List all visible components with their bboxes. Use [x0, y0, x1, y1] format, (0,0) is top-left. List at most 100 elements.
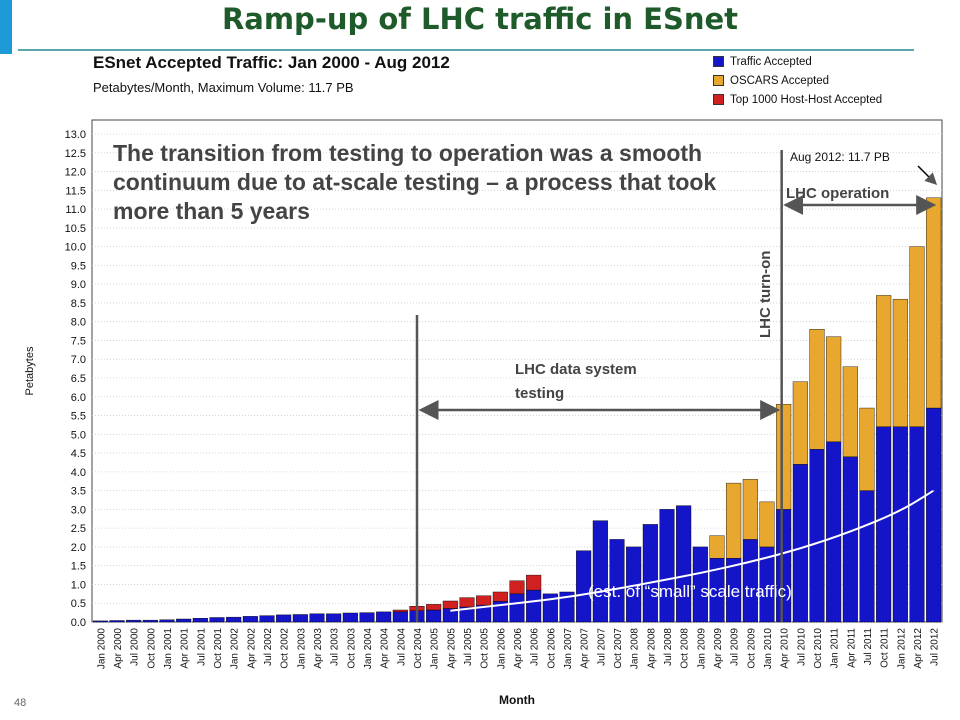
bar-traffic	[742, 539, 758, 623]
slide-title: Ramp-up of LHC traffic in ESnet	[221, 2, 739, 36]
y-tick-label: 5.0	[71, 429, 86, 441]
x-tick-label: Oct 2010	[813, 628, 824, 669]
x-tick-label: Jan 2006	[496, 628, 507, 670]
bar-traffic	[592, 520, 608, 623]
x-tick-label: Apr 2005	[446, 628, 457, 669]
bar-traffic	[826, 441, 842, 623]
bar-oscars	[776, 404, 792, 510]
bar-oscars	[709, 535, 725, 559]
x-axis-label: Month	[499, 693, 535, 707]
bar-traffic	[676, 505, 692, 623]
y-tick-label: 4.5	[71, 448, 86, 460]
bar-host	[526, 574, 542, 591]
bar-traffic	[292, 614, 308, 623]
bar-host	[492, 591, 508, 602]
x-tick-label: Apr 2003	[313, 628, 324, 669]
bar-traffic	[192, 618, 208, 623]
x-tick-label: Apr 2010	[780, 628, 791, 669]
y-tick-label: 3.5	[71, 486, 86, 498]
bar-traffic	[576, 550, 592, 623]
y-tick-label: 9.5	[71, 260, 86, 272]
x-tick-label: Jul 2006	[530, 628, 541, 666]
y-tick-label: 2.5	[71, 523, 86, 535]
x-tick-label: Jan 2001	[163, 628, 174, 670]
bar-host	[459, 597, 475, 608]
x-tick-label: Jan 2007	[563, 628, 574, 670]
bar-traffic	[892, 426, 908, 623]
bar-traffic	[859, 490, 875, 623]
bar-oscars	[792, 381, 808, 465]
x-tick-label: Apr 2000	[113, 628, 124, 669]
overlay-text: The transition from testing to operation…	[113, 140, 717, 224]
y-tick-label: 7.0	[71, 354, 86, 366]
y-tick-label: 3.0	[71, 504, 86, 516]
bar-traffic	[242, 616, 258, 623]
bar-traffic	[609, 539, 625, 623]
legend-item-traffic: Traffic Accepted	[713, 52, 882, 71]
bar-oscars	[842, 366, 858, 458]
y-tick-label: 13.0	[65, 129, 86, 141]
legend-item-host: Top 1000 Host-Host Accepted	[713, 90, 882, 109]
bar-traffic	[809, 449, 825, 623]
bar-traffic	[159, 619, 175, 623]
x-tick-label: Jan 2008	[630, 628, 641, 670]
title-rule	[18, 49, 914, 51]
bar-oscars	[876, 295, 892, 427]
y-tick-label: 9.0	[71, 279, 86, 291]
bar-oscars	[726, 482, 742, 559]
x-tick-label: Jan 2005	[430, 628, 441, 670]
bar-traffic	[309, 613, 325, 623]
lhc-testing-label-line2: testing	[515, 385, 564, 402]
x-tick-label: Jan 2012	[896, 628, 907, 670]
x-tick-label: Apr 2006	[513, 628, 524, 669]
bar-traffic	[126, 619, 142, 623]
y-tick-label: 7.5	[71, 335, 86, 347]
y-tick-label: 0.5	[71, 598, 86, 610]
x-tick-label: Apr 2012	[913, 628, 924, 669]
x-tick-label: Jul 2011	[863, 628, 874, 666]
legend: Traffic Accepted OSCARS Accepted Top 100…	[713, 52, 882, 109]
legend-swatch-traffic	[713, 56, 724, 67]
legend-label-host: Top 1000 Host-Host Accepted	[730, 93, 883, 106]
legend-label-oscars: OSCARS Accepted	[730, 74, 830, 87]
bar-traffic	[842, 456, 858, 623]
bar-traffic	[692, 546, 708, 623]
x-tick-label: Apr 2004	[380, 628, 391, 669]
y-tick-label: 2.0	[71, 542, 86, 554]
x-tick-label: Jul 2001	[196, 628, 207, 666]
x-tick-label: Oct 2011	[880, 628, 891, 668]
bar-host	[426, 604, 442, 611]
x-tick-label: Oct 2000	[146, 628, 157, 669]
bar-host	[392, 609, 408, 613]
y-tick-label: 10.0	[65, 242, 86, 254]
x-tick-label: Oct 2002	[280, 628, 291, 669]
x-tick-label: Jul 2005	[463, 628, 474, 666]
x-tick-label: Oct 2001	[213, 628, 224, 669]
y-tick-label: 1.0	[71, 579, 86, 591]
x-tick-label: Jan 2009	[696, 628, 707, 670]
x-tick-label: Oct 2007	[613, 628, 624, 669]
x-tick-label: Apr 2001	[180, 628, 191, 669]
accent-bar	[0, 0, 12, 54]
legend-swatch-oscars	[713, 75, 724, 86]
x-tick-label: Oct 2009	[746, 628, 757, 669]
page-number: 48	[14, 697, 27, 709]
x-tick-label: Apr 2007	[580, 628, 591, 669]
lhc-operation-label: LHC operation	[786, 185, 889, 202]
bar-traffic	[659, 509, 675, 623]
bar-traffic	[509, 593, 525, 623]
x-tick-label: Jul 2004	[396, 628, 407, 666]
x-tick-label: Jan 2002	[230, 628, 241, 670]
y-tick-label: 6.0	[71, 392, 86, 404]
bar-traffic	[392, 611, 408, 623]
bar-traffic	[276, 614, 292, 623]
y-tick-label: 8.5	[71, 298, 86, 310]
x-tick-label: Apr 2009	[713, 628, 724, 669]
x-tick-label: Jul 2009	[730, 628, 741, 666]
peak-label: Aug 2012: 11.7 PB	[790, 150, 890, 164]
x-tick-label: Oct 2005	[480, 628, 491, 669]
bar-traffic	[359, 612, 375, 623]
x-tick-label: Apr 2002	[246, 628, 257, 669]
y-tick-label: 12.0	[65, 167, 86, 179]
